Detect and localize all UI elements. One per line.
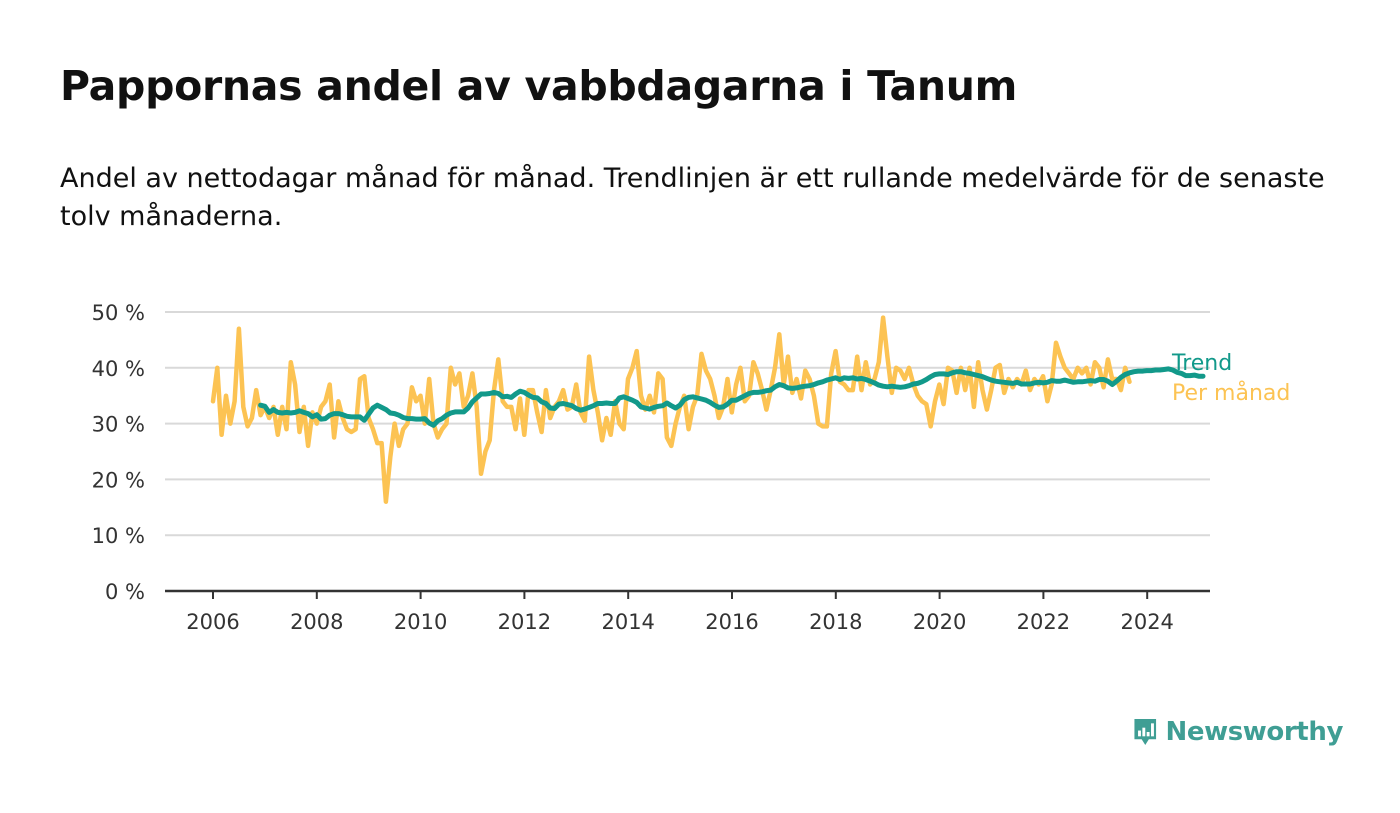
x-tick-label: 2016: [705, 610, 758, 634]
x-tick-label: 2024: [1120, 610, 1173, 634]
legend-trend-label: Trend: [1171, 351, 1232, 376]
x-tick-label: 2008: [290, 610, 343, 634]
x-tick-label: 2022: [1017, 610, 1070, 634]
trend-line: [258, 366, 1206, 428]
brand-name: Newsworthy: [1165, 717, 1344, 747]
grid-lines: [165, 311, 1210, 593]
y-tick-label: 50 %: [92, 301, 145, 325]
chart-subtitle: Andel av nettodagar månad för månad. Tre…: [60, 163, 1325, 232]
x-axis-ticks: 2006 2008 2010 2012 2014 2016 2018 2020 2022 2024: [186, 591, 1174, 634]
y-tick-label: 10 %: [92, 524, 145, 548]
x-tick-label: 2020: [913, 610, 966, 634]
y-tick-label: 40 %: [92, 357, 145, 381]
x-tick-label: 2010: [394, 610, 447, 634]
x-tick-label: 2006: [186, 610, 239, 634]
brand-logo: Newsworthy: [1133, 710, 1343, 754]
series-lines: [210, 315, 1206, 504]
y-tick-label: 0 %: [105, 580, 145, 604]
x-tick-label: 2012: [498, 610, 551, 634]
x-tick-label: 2018: [809, 610, 862, 634]
monthly-line: [210, 315, 1132, 504]
newsworthy-logo-icon: [1134, 719, 1157, 745]
y-tick-label: 30 %: [92, 413, 145, 437]
y-tick-label: 20 %: [92, 468, 145, 492]
chart-title: Pappornas andel av vabbdagarna i Tanum: [60, 62, 1018, 110]
y-axis-ticks: 0 % 10 % 20 % 30 % 40 % 50 %: [92, 301, 145, 604]
x-tick-label: 2014: [601, 610, 654, 634]
legend: Trend Per månad: [1171, 351, 1290, 406]
legend-monthly-label: Per månad: [1172, 380, 1290, 406]
